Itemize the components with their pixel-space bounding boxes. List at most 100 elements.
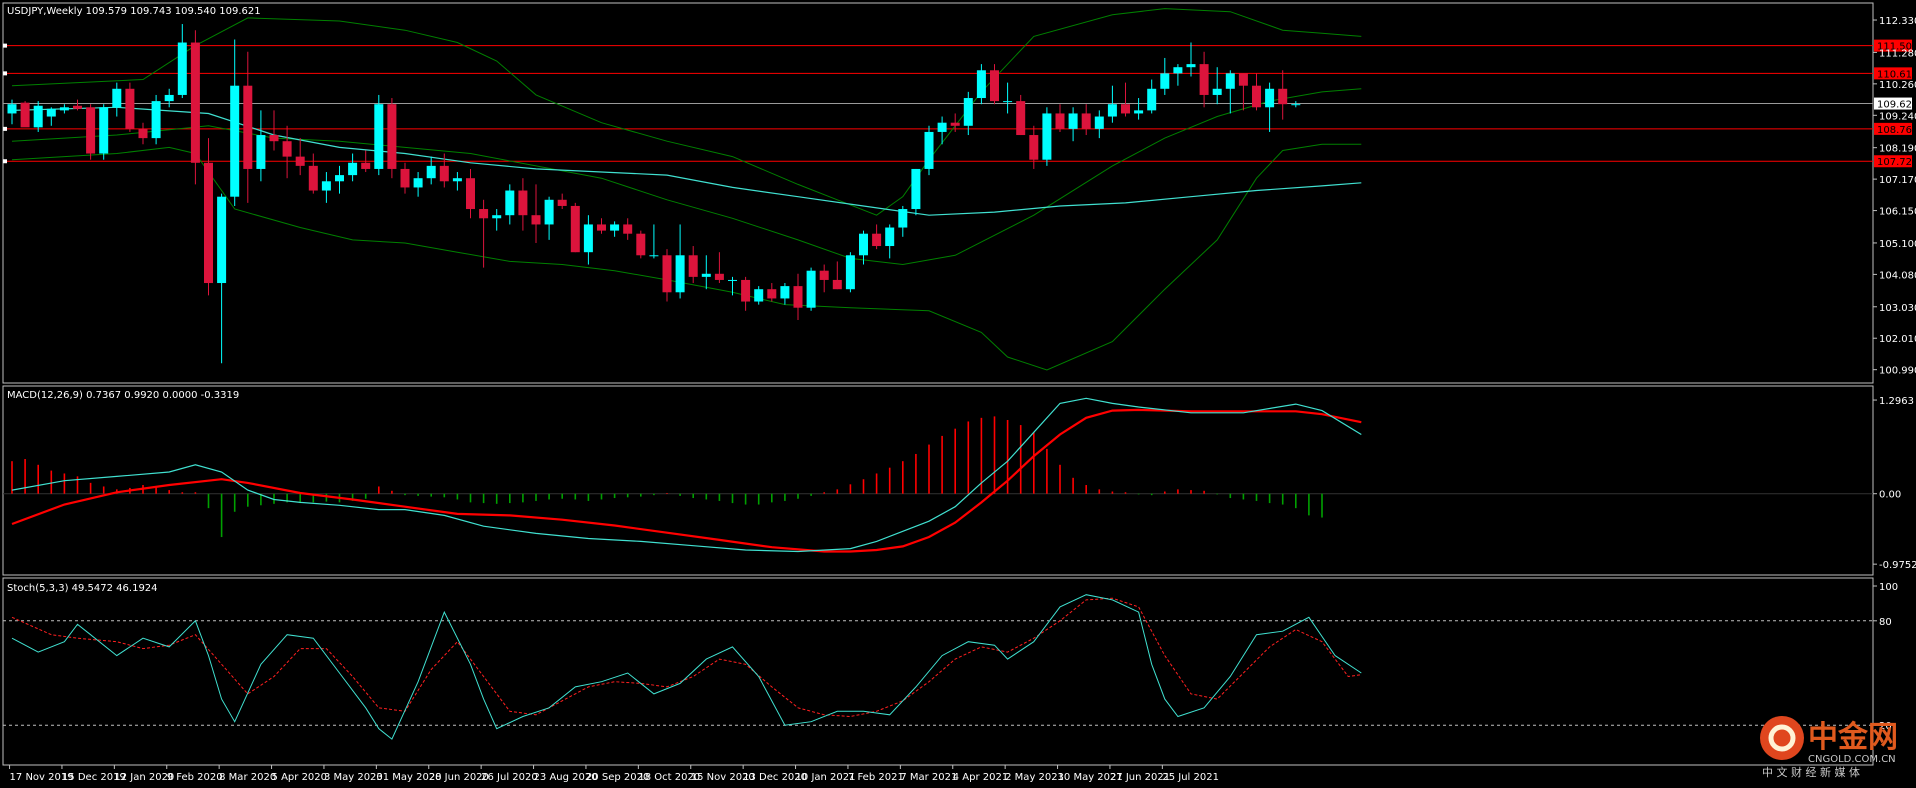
price-y-tick-7: 105.100 — [1879, 239, 1916, 250]
candle-body — [845, 255, 855, 290]
candle-body — [46, 108, 56, 117]
candle-body — [1212, 88, 1222, 95]
macd-panel — [2, 385, 1874, 576]
macd-y-tick-0: 1.2963 — [1879, 396, 1914, 407]
candle-body — [321, 181, 331, 191]
current-price-tag — [1874, 97, 1912, 110]
logo-swirl-icon — [1768, 724, 1796, 752]
candle-body — [1265, 88, 1275, 108]
x-tick-label-20: 30 May 2021 — [1058, 772, 1123, 783]
candle-body — [33, 105, 43, 128]
candle-body — [728, 279, 737, 281]
x-tick-label-7: 31 May 2020 — [376, 772, 441, 783]
candle-body — [348, 162, 358, 176]
candle-body — [7, 104, 17, 114]
candle-body — [1291, 104, 1301, 106]
candle-body — [741, 279, 751, 302]
candle-body — [256, 135, 266, 169]
candle-body — [112, 88, 122, 108]
candle-body — [714, 273, 724, 280]
candle-body — [793, 286, 803, 308]
candle-body — [59, 107, 69, 111]
candle-body — [1186, 64, 1196, 68]
x-tick-label-5: 5 Apr 2020 — [272, 772, 327, 783]
candle-body — [1147, 88, 1157, 111]
candle-body — [269, 135, 279, 142]
candle-body — [610, 224, 620, 231]
level-handle-3[interactable] — [3, 159, 7, 164]
macd-y-tick-2: -0.9752 — [1879, 560, 1916, 571]
candle-body — [138, 128, 148, 139]
candle-body — [1094, 116, 1104, 129]
candle-body — [937, 122, 947, 132]
candle-body — [295, 156, 305, 166]
candle-body — [885, 227, 895, 247]
candle-body — [439, 165, 449, 182]
bollinger-lower-line — [11, 143, 1362, 371]
candle-body — [1160, 73, 1170, 89]
level-handle-1[interactable] — [3, 71, 7, 76]
candle-body — [1121, 104, 1130, 114]
candle-body — [400, 168, 410, 188]
macd-y-tick-1: 0.00 — [1879, 490, 1901, 501]
candle-body — [217, 196, 227, 284]
candle-body — [1225, 73, 1235, 89]
candle-body — [204, 162, 213, 284]
candle-body — [649, 255, 659, 257]
candle-body — [701, 273, 711, 277]
candle-body — [505, 190, 515, 216]
price-y-tick-0: 112.330 — [1879, 16, 1916, 27]
candle-body — [1016, 101, 1026, 136]
x-tick-label-16: 7 Feb 2021 — [848, 772, 904, 783]
candle-body — [1042, 113, 1052, 160]
candle-body — [190, 42, 200, 163]
candle-body — [623, 224, 633, 234]
candle-body — [597, 224, 606, 231]
price-y-tick-4: 108.190 — [1879, 144, 1916, 155]
x-tick-label-2: 12 Jan 2020 — [114, 772, 174, 783]
candle-body — [859, 233, 868, 256]
macd-series — [3, 397, 1873, 553]
watermark-logo: 中金网 CNGOLD.COM.CN 中 文 财 经 新 媒 体 — [1760, 716, 1898, 779]
x-tick-label-21: 27 Jun 2021 — [1110, 772, 1170, 783]
candle-body — [767, 289, 777, 299]
candle-body — [73, 105, 82, 109]
candle-body — [125, 88, 135, 129]
candle-body — [335, 175, 344, 182]
candle-body — [177, 42, 187, 95]
candle-body — [990, 70, 999, 102]
candle-body — [1238, 73, 1248, 86]
candle-body — [963, 98, 973, 126]
bollinger-mid-line — [11, 88, 1362, 266]
candle-body — [164, 94, 174, 102]
x-tick-label-13: 15 Nov 2020 — [691, 772, 755, 783]
level-handle-0[interactable] — [3, 43, 7, 48]
candle-body — [636, 233, 646, 256]
candle-body — [819, 270, 829, 280]
candle-body — [675, 255, 685, 293]
price-y-tick-9: 103.030 — [1879, 303, 1916, 314]
price-y-tick-5: 107.170 — [1879, 175, 1916, 186]
candle-body — [479, 209, 489, 219]
stoch-series — [3, 594, 1873, 740]
level-tag-0 — [1874, 39, 1912, 52]
candle-body — [806, 270, 816, 308]
candle-body — [911, 168, 921, 210]
candle-body — [557, 199, 567, 206]
level-handle-2[interactable] — [3, 126, 7, 131]
stoch-panel-title: Stoch(5,3,3) 49.5472 46.1924 — [7, 583, 158, 594]
candle-body — [518, 190, 528, 216]
candle-body — [1081, 113, 1091, 129]
candle-body — [466, 178, 475, 210]
x-tick-label-15: 10 Jan 2021 — [796, 772, 856, 783]
candle-body — [452, 178, 462, 182]
price-y-tick-1: 111.280 — [1879, 48, 1916, 59]
level-tag-label-1: 110.615 — [1877, 69, 1916, 80]
x-tick-label-12: 18 Oct 2020 — [638, 772, 700, 783]
stoch-signal-line — [11, 597, 1362, 718]
candles — [7, 24, 1301, 364]
candle-body — [374, 104, 384, 169]
stoch-y-tick-1: 80 — [1879, 617, 1892, 628]
